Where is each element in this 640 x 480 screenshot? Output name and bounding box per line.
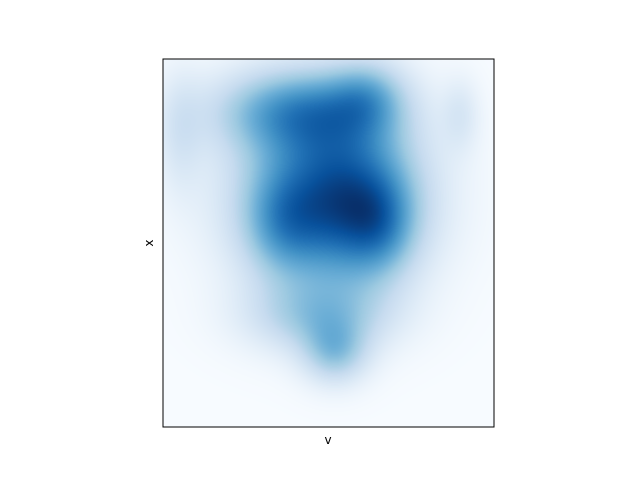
density-heatmap xyxy=(163,59,494,427)
y-axis-label: x xyxy=(142,239,156,246)
x-axis-label: v xyxy=(324,433,331,447)
plot-frame xyxy=(162,58,495,428)
heatmap-area xyxy=(163,59,494,427)
